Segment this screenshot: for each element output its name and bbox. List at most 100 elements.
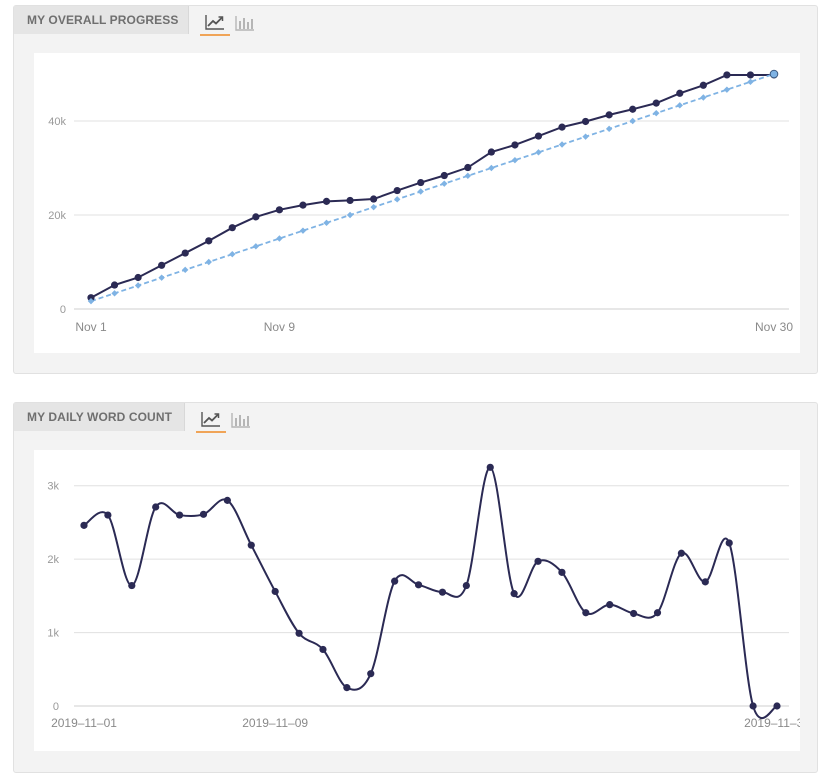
data-point[interactable] [205, 237, 213, 245]
bar-view-toggle[interactable] [230, 9, 260, 36]
line-view-toggle[interactable] [196, 406, 226, 433]
goal-point[interactable] [370, 203, 377, 211]
data-point[interactable] [677, 549, 686, 557]
data-point[interactable] [723, 71, 731, 79]
data-point[interactable] [199, 510, 208, 518]
goal-point[interactable] [488, 164, 495, 172]
data-point[interactable] [343, 684, 351, 692]
data-point[interactable] [652, 99, 660, 107]
data-point[interactable] [605, 111, 613, 119]
data-point[interactable] [175, 511, 184, 519]
goal-point[interactable] [87, 297, 95, 305]
line-view-toggle[interactable] [200, 9, 230, 36]
bar-view-toggle[interactable] [226, 406, 256, 433]
data-point[interactable] [629, 105, 637, 113]
overall-progress-plot-area: 0 20k 40k Nov 1 Nov 9 Nov 30 [34, 53, 800, 353]
data-point[interactable] [773, 702, 781, 710]
goal-point[interactable] [605, 125, 613, 133]
data-point[interactable] [134, 273, 142, 282]
x-tick-label: Nov 1 [75, 320, 107, 334]
data-point[interactable] [128, 581, 136, 590]
data-point[interactable] [510, 590, 518, 598]
y-tick-label: 40k [48, 116, 66, 128]
goal-point[interactable] [676, 102, 683, 109]
data-point[interactable] [319, 645, 327, 654]
goal-point[interactable] [511, 156, 519, 164]
goal-point[interactable] [535, 149, 542, 156]
data-point[interactable] [295, 629, 303, 637]
data-point[interactable] [464, 163, 472, 172]
goal-point[interactable] [417, 188, 424, 195]
data-point[interactable] [462, 581, 470, 590]
data-point[interactable] [152, 503, 160, 511]
data-point[interactable] [158, 261, 166, 269]
data-point[interactable] [699, 81, 707, 89]
bar-chart-icon [231, 412, 250, 428]
goal-point[interactable] [252, 243, 260, 250]
goal-point[interactable] [769, 69, 779, 79]
data-point[interactable] [581, 117, 590, 126]
data-point[interactable] [80, 521, 88, 529]
data-point[interactable] [440, 171, 448, 180]
data-point[interactable] [228, 224, 236, 232]
goal-point[interactable] [299, 227, 307, 234]
data-point[interactable] [534, 132, 543, 140]
data-point[interactable] [370, 195, 378, 203]
data-point[interactable] [511, 141, 519, 149]
data-point[interactable] [104, 511, 112, 519]
data-point[interactable] [391, 577, 399, 585]
data-point[interactable] [534, 557, 542, 565]
data-point[interactable] [346, 196, 354, 205]
data-point[interactable] [110, 281, 119, 289]
goal-point[interactable] [653, 109, 660, 117]
goal-point[interactable] [134, 282, 142, 289]
data-point[interactable] [275, 206, 284, 214]
goal-point[interactable] [229, 250, 236, 258]
goal-point[interactable] [582, 133, 589, 140]
data-point[interactable] [558, 568, 566, 576]
data-point[interactable] [486, 463, 494, 471]
goal-point[interactable] [723, 86, 731, 93]
data-point[interactable] [247, 541, 255, 549]
goal-point[interactable] [111, 290, 118, 297]
data-point[interactable] [414, 581, 423, 589]
goal-point[interactable] [747, 78, 754, 86]
data-point[interactable] [322, 197, 331, 205]
data-point[interactable] [181, 249, 189, 257]
data-point[interactable] [393, 186, 401, 195]
data-point[interactable] [487, 148, 495, 156]
data-point[interactable] [223, 496, 231, 504]
data-point[interactable] [630, 609, 638, 618]
goal-point[interactable] [464, 172, 472, 180]
goal-point[interactable] [323, 219, 330, 227]
y-tick-label: 2k [47, 554, 59, 566]
data-point[interactable] [746, 71, 755, 79]
goal-point[interactable] [346, 211, 354, 219]
data-point[interactable] [558, 123, 566, 131]
data-point[interactable] [299, 201, 307, 209]
data-point[interactable] [606, 601, 614, 609]
data-point[interactable] [271, 587, 279, 596]
goal-point[interactable] [441, 180, 448, 187]
data-point[interactable] [438, 588, 447, 596]
data-point[interactable] [417, 178, 425, 187]
data-point[interactable] [701, 578, 709, 586]
data-point[interactable] [87, 294, 95, 302]
goal-point[interactable] [700, 94, 707, 101]
goal-point[interactable] [158, 274, 165, 281]
goal-point[interactable] [276, 235, 283, 242]
goal-point[interactable] [629, 117, 636, 125]
data-point[interactable] [725, 539, 733, 547]
daily-word-count-panel: MY DAILY WORD COUNT 0 1k 2k 3k 2019–11–01 201… [13, 402, 818, 773]
data-point[interactable] [676, 89, 684, 97]
data-point[interactable] [653, 609, 662, 617]
data-point[interactable] [367, 670, 375, 678]
data-point[interactable] [749, 702, 757, 710]
goal-point[interactable] [182, 266, 189, 274]
bar-chart-icon [235, 15, 254, 31]
goal-point[interactable] [205, 258, 212, 266]
data-point[interactable] [252, 213, 260, 221]
goal-point[interactable] [558, 141, 566, 148]
goal-point[interactable] [393, 196, 401, 203]
data-point[interactable] [582, 609, 590, 617]
